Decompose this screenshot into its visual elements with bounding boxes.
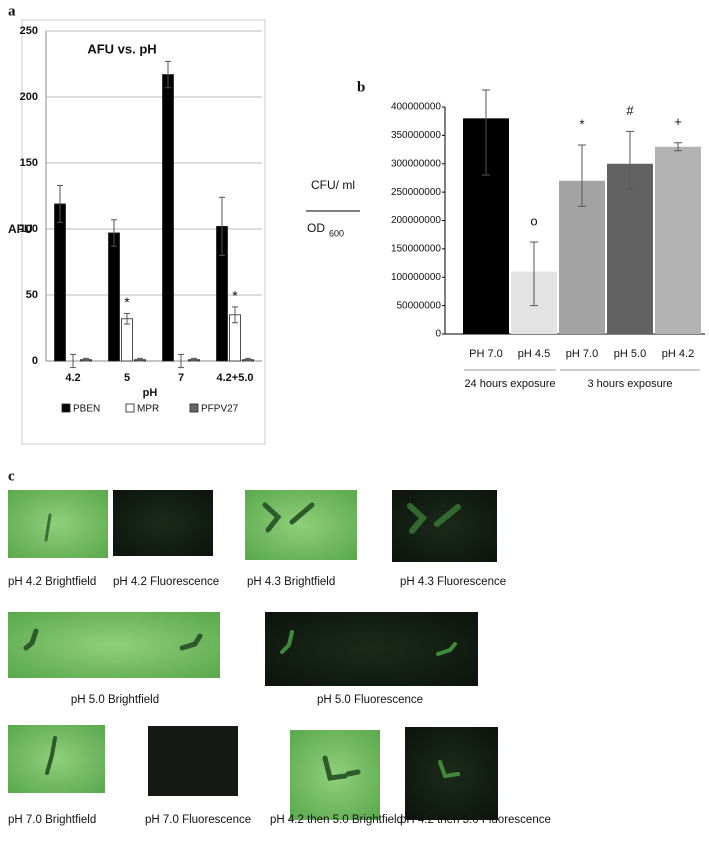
x-tick-label: 4.2 <box>65 372 80 384</box>
y-tick-label: 50 <box>26 289 38 301</box>
image-caption: pH 4.3 Brightfield <box>247 576 335 588</box>
annotation: * <box>124 294 130 310</box>
y-tick-label: 0 <box>32 355 38 367</box>
image-caption: pH 7.0 Brightfield <box>8 814 96 826</box>
legend-swatch <box>61 403 71 413</box>
group-label: 3 hours exposure <box>588 378 673 390</box>
x-tick-label: pH 7.0 <box>566 348 598 360</box>
bar <box>162 74 174 362</box>
y-tick-label: 200000000 <box>391 215 441 226</box>
image-caption: pH 4.2 then 5.0 Brightfield <box>270 814 403 826</box>
y-axis-label: CFU/ ml <box>311 178 355 192</box>
legend-label: MPR <box>137 404 159 415</box>
x-tick-label: pH 4.5 <box>518 348 550 360</box>
chart-title: AFU vs. pH <box>87 41 156 56</box>
y-tick-label: 50000000 <box>397 300 442 311</box>
x-tick-label: pH 5.0 <box>614 348 646 360</box>
legend-swatch <box>189 403 199 413</box>
annotation: o <box>530 214 537 229</box>
group-label: 24 hours exposure <box>464 378 555 390</box>
y-tick-label: 250000000 <box>391 187 441 198</box>
y-tick-label: 100 <box>20 223 38 235</box>
bar <box>108 232 120 362</box>
annotation: * <box>579 116 584 131</box>
y-tick-label: 150000000 <box>391 244 441 255</box>
bar <box>655 146 701 334</box>
x-axis-label: pH <box>143 387 158 399</box>
image-caption: pH 4.2 then 5.0 Fluorescence <box>400 814 551 826</box>
y-axis-label: AFU <box>8 222 33 236</box>
panel-label: b <box>357 79 365 95</box>
image-caption: pH 5.0 Brightfield <box>71 694 159 706</box>
x-tick-label: pH 4.2 <box>662 348 694 360</box>
y-tick-label: 150 <box>20 157 38 169</box>
y-tick-label: 0 <box>435 329 441 340</box>
y-tick-label: 200 <box>20 91 38 103</box>
image-caption: pH 4.3 Fluorescence <box>400 576 506 588</box>
y-tick-label: 400000000 <box>391 102 441 113</box>
micrographs <box>8 490 498 820</box>
annotation: # <box>626 103 634 118</box>
bar <box>54 203 66 362</box>
image-caption: pH 4.2 Brightfield <box>8 576 96 588</box>
annotation: + <box>674 114 682 129</box>
x-tick-label: PH 7.0 <box>469 348 503 360</box>
chart-frame <box>21 19 266 445</box>
image-caption: pH 4.2 Fluorescence <box>113 576 219 588</box>
legend-label: PBEN <box>73 404 100 415</box>
y-axis-label: OD <box>307 221 325 235</box>
bar <box>121 318 133 362</box>
x-tick-label: 5 <box>124 372 130 384</box>
image-caption: pH 7.0 Fluorescence <box>145 814 251 826</box>
legend-swatch <box>125 403 135 413</box>
annotation: * <box>232 288 238 304</box>
y-tick-label: 300000000 <box>391 158 441 169</box>
x-tick-label: 7 <box>178 372 184 384</box>
image-caption: pH 5.0 Fluorescence <box>317 694 423 706</box>
legend-label: PFPV27 <box>201 404 239 415</box>
bar <box>607 163 653 334</box>
y-axis-label-sub: 600 <box>329 228 344 238</box>
y-tick-label: 100000000 <box>391 272 441 283</box>
panel-label: a <box>8 3 16 19</box>
y-tick-label: 250 <box>20 25 38 37</box>
y-tick-label: 350000000 <box>391 130 441 141</box>
panel-label: c <box>8 468 15 484</box>
x-tick-label: 4.2+5.0 <box>216 372 253 384</box>
